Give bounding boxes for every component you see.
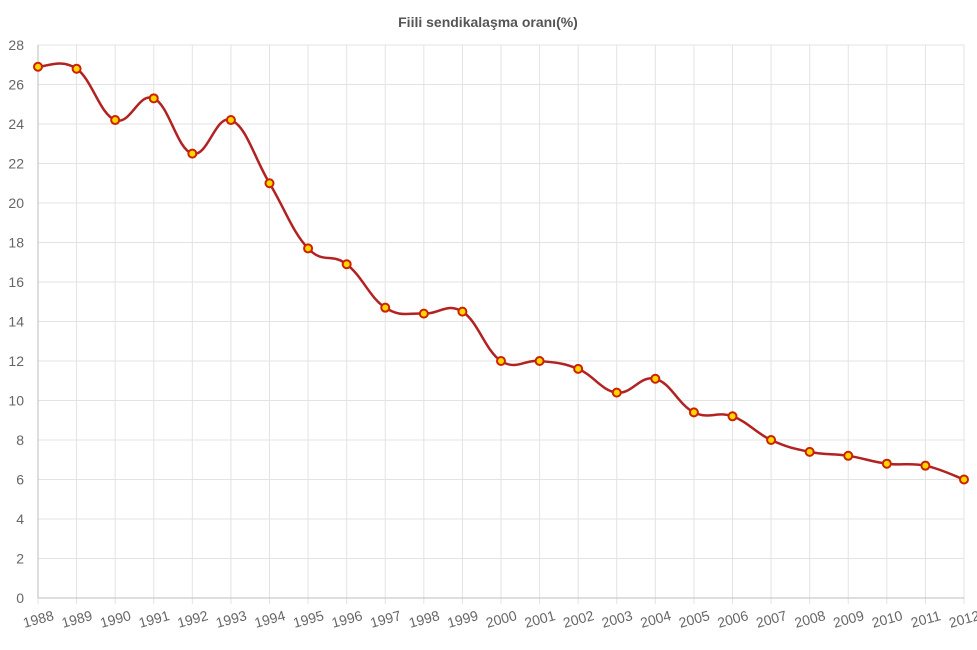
y-tick-label: 18 (8, 235, 24, 251)
data-point-1989 (71, 63, 82, 74)
axes (37, 45, 964, 599)
y-tick-label: 2 (16, 551, 24, 567)
x-tick-label: 1999 (446, 607, 480, 631)
data-point-1996 (341, 259, 352, 270)
x-tick-label: 2002 (561, 607, 595, 631)
y-tick-label: 8 (16, 432, 24, 448)
x-tick-label: 1996 (330, 607, 364, 631)
data-point-1998 (418, 308, 429, 319)
series-group (33, 61, 969, 485)
x-tick-label: 2012 (947, 607, 977, 631)
data-point-1995 (303, 243, 314, 254)
data-point-2011 (920, 460, 931, 471)
x-tick-label: 2000 (484, 607, 518, 631)
x-tick-labels: 1988 1989 1990 1991 1992 1993 1994 1995 1996 1997… (21, 607, 977, 631)
data-point-2000 (496, 356, 506, 366)
y-tick-label: 20 (8, 195, 24, 211)
data-point-1994 (264, 178, 275, 189)
x-tick-label: 2010 (870, 607, 904, 631)
y-tick-label: 4 (16, 511, 24, 527)
x-tick-label: 1989 (60, 607, 94, 631)
data-point-2007 (766, 435, 777, 445)
y-tick-label: 22 (8, 156, 24, 172)
x-tick-label: 1997 (368, 607, 402, 631)
x-tick-label: 1994 (253, 607, 287, 631)
x-tick-label: 1998 (407, 607, 441, 631)
data-point-1988 (33, 61, 43, 72)
data-point-2009 (843, 450, 854, 461)
data-point-2010 (881, 458, 892, 469)
y-tick-label: 16 (8, 274, 24, 290)
x-tick-label: 2007 (754, 607, 788, 631)
x-tick-label: 2004 (638, 607, 672, 631)
data-point-1991 (148, 93, 159, 104)
x-tick-label: 2009 (831, 607, 865, 631)
y-tick-label: 0 (16, 590, 24, 606)
data-point-1997 (380, 302, 391, 313)
data-point-2008 (804, 446, 815, 457)
y-tick-label: 12 (8, 353, 24, 369)
x-tick-label: 1990 (98, 607, 132, 631)
data-point-1999 (457, 306, 468, 317)
x-tick-label: 2001 (523, 607, 557, 631)
y-tick-label: 10 (8, 393, 24, 409)
x-tick-label: 1991 (137, 607, 171, 631)
x-tick-label: 1993 (214, 607, 248, 631)
data-point-2003 (611, 387, 622, 398)
data-point-2006 (727, 411, 738, 422)
x-tick-label: 2008 (793, 607, 827, 631)
y-tick-label: 24 (8, 116, 24, 132)
y-tick-label: 6 (16, 472, 24, 488)
y-tick-label: 14 (8, 314, 24, 330)
x-tick-label: 2006 (716, 607, 750, 631)
x-tick-label: 1988 (21, 607, 55, 631)
x-tick-label: 1995 (291, 607, 325, 631)
data-point-1990 (110, 115, 121, 126)
x-gridlines (37, 45, 965, 604)
x-tick-label: 2003 (600, 607, 634, 631)
data-point-2004 (650, 373, 661, 384)
data-point-1992 (187, 148, 198, 159)
data-point-2001 (534, 356, 545, 366)
chart-title: Fiili sendikalaşma oranı(%) (398, 14, 578, 30)
x-tick-label: 1992 (175, 607, 209, 631)
data-point-1993 (225, 115, 236, 126)
y-tick-label: 26 (8, 77, 24, 93)
data-point-2012 (959, 474, 969, 485)
data-point-2002 (573, 363, 584, 374)
data-point-2005 (688, 407, 699, 418)
x-tick-label: 2011 (909, 607, 942, 630)
x-tick-label: 2005 (677, 607, 711, 631)
y-tick-label: 28 (8, 37, 24, 53)
